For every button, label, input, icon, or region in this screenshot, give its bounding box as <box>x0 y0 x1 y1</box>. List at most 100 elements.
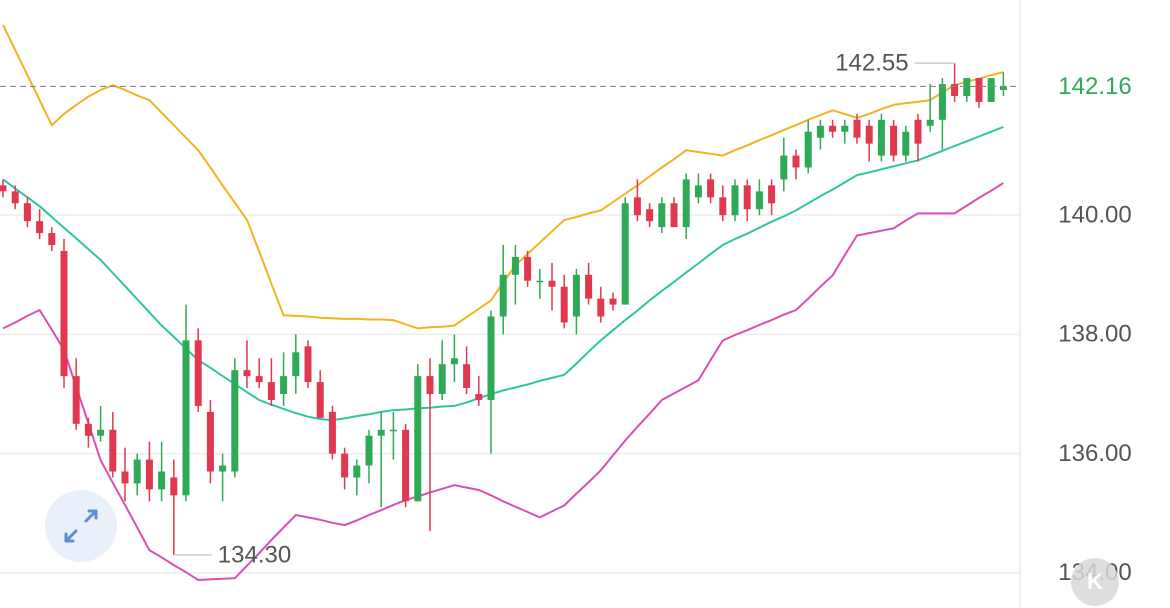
expand-button[interactable] <box>45 490 117 562</box>
low-label: 134.30 <box>218 541 291 568</box>
candle-body <box>731 185 739 216</box>
candle-body <box>865 125 873 144</box>
candle-body <box>499 274 507 317</box>
candle-body <box>743 185 751 210</box>
candle-body <box>475 394 483 400</box>
candle-body <box>463 364 471 389</box>
candle-body <box>926 119 934 126</box>
candle-body <box>609 298 617 305</box>
candle-body <box>841 125 849 132</box>
candle-body <box>951 84 959 96</box>
candle-body <box>304 346 312 383</box>
candle-body <box>975 78 983 102</box>
candle-body <box>328 411 336 454</box>
y-tick-label: 140.00 <box>1058 202 1131 229</box>
candle-body <box>109 429 117 472</box>
candle-body <box>560 286 568 323</box>
kline-button[interactable]: K <box>1071 558 1119 606</box>
candle-body <box>755 191 763 210</box>
candle-body <box>0 185 7 192</box>
candle-body <box>719 197 727 216</box>
expand-button-bg[interactable] <box>45 490 117 562</box>
candle-body <box>707 179 715 198</box>
last-price-bg <box>1030 66 1160 107</box>
candle-body <box>902 131 910 156</box>
kline-button-bg[interactable] <box>1071 558 1119 606</box>
candle-body <box>121 471 129 484</box>
candle-body <box>572 274 580 317</box>
candle-body <box>426 376 434 395</box>
candle-body <box>536 280 544 283</box>
expand-icon[interactable] <box>64 509 98 543</box>
candle-body <box>97 429 105 436</box>
high-label: 142.55 <box>835 50 908 77</box>
band-line <box>2 182 1004 582</box>
candle-body <box>999 86 1007 91</box>
y-tick-label: 138.00 <box>1058 321 1131 348</box>
candle-body <box>23 203 31 222</box>
candle-body <box>914 119 922 144</box>
candle-body <box>11 191 19 204</box>
candle-body <box>804 131 812 168</box>
candle-body <box>267 382 275 400</box>
candle-body <box>353 465 361 478</box>
candle-body <box>633 197 641 216</box>
candle-body <box>938 84 946 120</box>
candle-body <box>597 298 605 317</box>
candle-body <box>48 233 56 245</box>
candle-body <box>987 78 995 102</box>
candle-body <box>658 203 666 228</box>
candle-body <box>389 429 397 432</box>
candle-body <box>377 429 385 436</box>
candle-body <box>145 459 153 490</box>
last-price-label: 142.16 <box>1058 73 1131 100</box>
candle-body <box>487 316 495 400</box>
candle-body <box>206 411 214 472</box>
candle-body <box>829 125 837 132</box>
candle-body <box>194 340 202 406</box>
candle-body <box>414 376 422 502</box>
annotations: 142.55 134.30 142.16 <box>0 50 1160 568</box>
candle-body <box>170 477 178 496</box>
candle-body <box>438 364 446 395</box>
candles <box>0 63 1007 555</box>
band-line <box>2 126 1004 422</box>
candle-body <box>877 119 885 156</box>
candle-body <box>316 382 324 418</box>
candle-body <box>511 256 519 275</box>
candle-body <box>780 155 788 180</box>
candle-body <box>133 459 141 484</box>
candle-body <box>670 203 678 228</box>
candle-body <box>72 376 80 424</box>
candle-body <box>402 429 410 502</box>
candle-body <box>219 465 227 472</box>
candle-body <box>341 453 349 478</box>
candle-body <box>548 280 556 287</box>
kline-button-label[interactable]: K <box>1087 569 1103 594</box>
candle-body <box>963 78 971 96</box>
candle-body <box>292 352 300 377</box>
candle-body <box>84 423 92 436</box>
candle-body <box>450 358 458 365</box>
candle-body <box>682 179 690 228</box>
candle-body <box>816 125 824 138</box>
candle-body <box>621 203 629 305</box>
candle-body <box>585 274 593 299</box>
candle-body <box>255 376 263 383</box>
candle-body <box>792 155 800 168</box>
candle-body <box>243 370 251 377</box>
candle-body <box>853 119 861 138</box>
candle-body <box>524 256 532 281</box>
candle-body <box>280 376 288 395</box>
candle-body <box>694 185 702 198</box>
candle-body <box>36 221 44 234</box>
y-tick-label: 136.00 <box>1058 440 1131 467</box>
candle-body <box>60 250 68 377</box>
candle-body <box>646 209 654 222</box>
candle-body <box>231 370 239 472</box>
candle-body <box>768 185 776 204</box>
candle-body <box>182 340 190 496</box>
